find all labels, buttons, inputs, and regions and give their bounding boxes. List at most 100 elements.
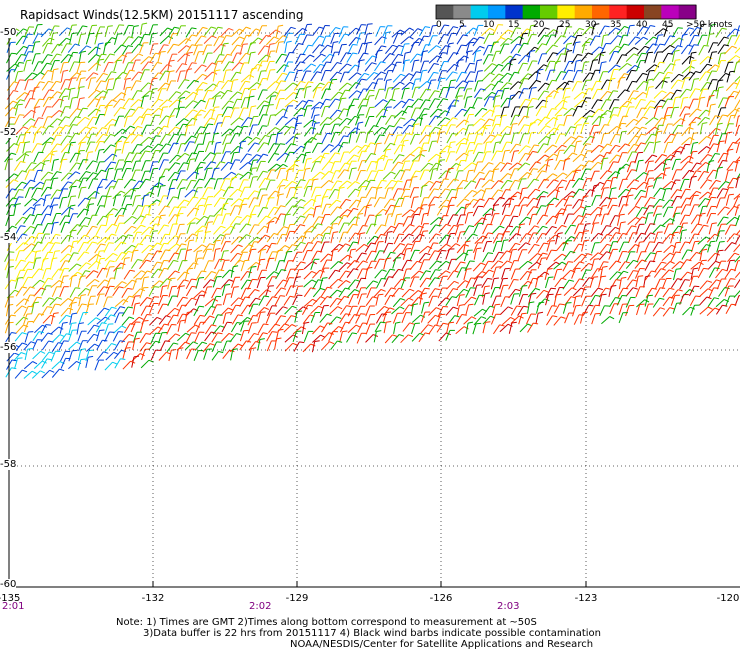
wind-barb xyxy=(6,63,16,72)
wind-barb-feather xyxy=(163,44,169,46)
wind-barb xyxy=(31,187,38,199)
wind-barb xyxy=(256,188,262,200)
wind-barb xyxy=(618,241,625,253)
wind-barb xyxy=(356,287,362,299)
wind-barb xyxy=(96,149,100,161)
wind-barb-feather xyxy=(524,115,530,118)
wind-barb xyxy=(689,204,695,216)
wind-barb xyxy=(420,125,427,136)
wind-barb-feather xyxy=(713,143,719,146)
wind-barb-feather xyxy=(175,126,181,130)
wind-barb-feather xyxy=(29,214,35,217)
wind-barb-feather xyxy=(515,288,521,292)
wind-barb xyxy=(383,70,389,82)
wind-barb xyxy=(635,134,642,145)
wind-barb xyxy=(139,34,145,45)
wind-barb-feather xyxy=(12,225,17,229)
wind-barb-feather xyxy=(724,287,730,290)
wind-barb xyxy=(286,187,291,199)
wind-barb-feather xyxy=(657,130,663,133)
wind-barb-feather xyxy=(271,95,277,97)
wind-barb-feather xyxy=(88,151,94,153)
wind-barb xyxy=(672,118,682,127)
wind-barb xyxy=(428,90,436,101)
wind-barb xyxy=(654,287,661,298)
wind-barb-feather xyxy=(35,41,41,43)
wind-barb xyxy=(275,260,280,272)
wind-barb xyxy=(328,152,336,163)
wind-barb-feather xyxy=(207,221,214,223)
wind-barb xyxy=(202,44,208,56)
wind-barb xyxy=(357,151,363,162)
wind-barb xyxy=(310,223,319,233)
wind-barb xyxy=(213,142,217,154)
wind-barb xyxy=(491,169,495,181)
wind-barb-feather xyxy=(442,205,448,208)
wind-barb xyxy=(347,279,356,289)
wind-barb-feather xyxy=(670,154,676,158)
wind-barb xyxy=(42,89,50,100)
wind-barb xyxy=(337,98,342,110)
wind-barb xyxy=(114,235,124,244)
wind-barb-feather xyxy=(276,163,282,167)
wind-barb xyxy=(16,142,21,154)
wind-barb xyxy=(275,279,284,290)
wind-barb xyxy=(123,133,132,143)
wind-barb-feather xyxy=(121,252,127,255)
wind-barb-feather xyxy=(28,261,35,264)
wind-barb xyxy=(562,70,569,81)
wind-barb xyxy=(177,71,181,83)
wind-barb xyxy=(519,78,525,89)
wind-barb xyxy=(40,214,47,225)
wind-barb xyxy=(220,89,228,100)
wind-barb-feather xyxy=(176,91,182,94)
wind-barb-feather xyxy=(40,72,45,76)
wind-barb xyxy=(410,98,419,108)
wind-barb xyxy=(330,170,337,182)
wind-barb-feather xyxy=(367,130,373,133)
wind-barb-feather xyxy=(530,122,536,124)
wind-barb-feather xyxy=(277,249,284,252)
wind-barb xyxy=(385,44,393,55)
wind-barb xyxy=(293,215,301,226)
wind-barb xyxy=(114,222,120,234)
wind-barb xyxy=(148,204,152,216)
wind-barb xyxy=(177,188,181,200)
wind-barb-feather xyxy=(216,141,222,144)
wind-barb-feather xyxy=(367,41,373,44)
wind-barb xyxy=(492,90,499,101)
wind-barb-feather xyxy=(584,61,590,63)
wind-barb-feather xyxy=(462,179,469,182)
wind-barb xyxy=(202,152,211,162)
wind-barb xyxy=(176,286,181,298)
wind-barb-feather xyxy=(565,96,571,98)
wind-barb xyxy=(167,133,175,144)
wind-barb-feather xyxy=(72,274,78,277)
wind-barb xyxy=(321,106,326,118)
wind-barb-feather xyxy=(354,289,360,292)
wind-barb-feather xyxy=(617,271,622,274)
wind-barb-feather xyxy=(400,73,406,77)
wind-barb-feather xyxy=(289,71,295,74)
wind-barb xyxy=(149,186,155,198)
wind-barb-feather xyxy=(435,115,441,118)
wind-barb-feather xyxy=(98,42,104,45)
wind-barb xyxy=(553,261,563,270)
wind-barb xyxy=(23,51,29,62)
wind-barb xyxy=(671,159,677,171)
wind-barb-feather xyxy=(319,82,325,86)
wind-barb-feather xyxy=(677,45,683,48)
wind-barb xyxy=(194,251,198,263)
wind-barb xyxy=(411,124,416,136)
wind-barb xyxy=(472,36,480,47)
wind-barb-feather xyxy=(174,26,180,29)
wind-barb xyxy=(130,99,139,108)
wind-barb xyxy=(645,79,649,91)
wind-barb xyxy=(130,188,135,200)
wind-barb xyxy=(616,123,622,134)
wind-barb xyxy=(644,241,650,253)
wind-barb xyxy=(86,197,92,209)
wind-barb xyxy=(185,278,192,290)
wind-barb xyxy=(680,197,687,208)
wind-barb xyxy=(265,258,270,270)
